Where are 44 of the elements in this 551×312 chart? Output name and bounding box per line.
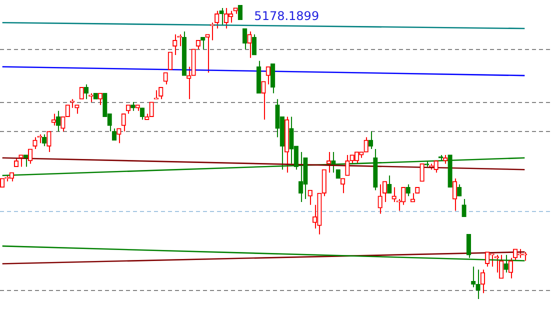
candlestick [368, 130, 374, 150]
candlestick [387, 175, 392, 194]
candlestick [308, 190, 312, 206]
candlestick [452, 178, 458, 212]
candlestick [84, 84, 89, 100]
candlestick [485, 251, 490, 268]
candlestick [364, 136, 368, 152]
candlestick [32, 136, 38, 150]
candlestick [98, 92, 103, 106]
candlestick [121, 113, 126, 132]
candlestick [205, 34, 210, 74]
candlestick [499, 254, 504, 279]
candlestick [116, 128, 122, 144]
candlestick [112, 128, 117, 141]
candlestick [28, 148, 33, 164]
candlestick [149, 102, 154, 118]
candlestick [214, 10, 220, 30]
candlestick [247, 30, 252, 58]
candlestick [354, 152, 360, 164]
candlestick [252, 34, 257, 56]
candlestick [172, 34, 178, 56]
candlestick [480, 269, 486, 294]
annotation: 5178.1899 [254, 9, 320, 24]
candlestick [406, 184, 410, 197]
candlestick [168, 52, 173, 70]
candlestick [158, 86, 164, 100]
candlestick [462, 198, 466, 218]
candlestick [163, 72, 168, 85]
candlestick [46, 130, 52, 152]
candlestick [340, 178, 346, 194]
candlestick [266, 66, 270, 85]
candlestick [434, 160, 438, 174]
candlestick [56, 110, 61, 132]
candlestick [270, 63, 276, 94]
candlestick [219, 7, 224, 26]
candlestick [345, 154, 350, 176]
candlestick [513, 248, 518, 262]
candlestick [420, 163, 424, 182]
candlestick [242, 28, 248, 50]
candlestick [476, 269, 480, 300]
candlestick [224, 7, 229, 30]
candlestick [238, 5, 243, 20]
candlestick [508, 257, 514, 279]
candlestick [261, 80, 266, 120]
